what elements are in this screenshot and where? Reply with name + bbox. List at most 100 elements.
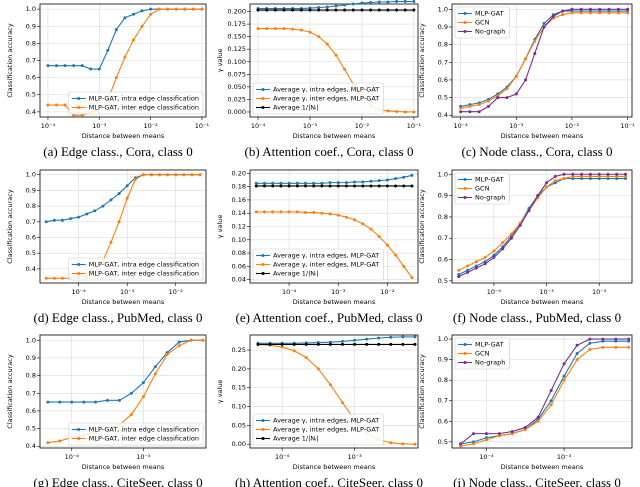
point (562, 362, 566, 366)
point (394, 253, 398, 257)
y-tick-label: 0.6 (438, 256, 448, 264)
point (606, 174, 610, 178)
y-tick-label: 0.8 (438, 213, 448, 221)
point (484, 436, 488, 440)
point (459, 106, 463, 110)
legend: MLP-GAT, intra edge classificationMLP-GA… (68, 422, 204, 446)
point (580, 172, 584, 176)
point (344, 215, 348, 219)
point (109, 198, 113, 202)
point (158, 173, 162, 177)
point (533, 51, 537, 55)
point (351, 8, 355, 12)
point (279, 210, 283, 214)
point (457, 268, 461, 272)
y-tick-label: 0.100 (227, 58, 246, 66)
point (466, 268, 470, 272)
point (282, 27, 286, 31)
y-tick-label: 0.125 (227, 45, 246, 53)
legend-marker (77, 97, 81, 100)
legend: MLP-GAT, intra edge classificationMLP-GA… (68, 257, 204, 281)
x-tick-label: 10⁻³ (120, 288, 135, 296)
point (325, 5, 329, 9)
point (303, 211, 307, 215)
point (125, 184, 129, 188)
point (280, 342, 284, 346)
point (117, 398, 121, 402)
point (580, 174, 584, 178)
point (80, 64, 84, 68)
x-tick-label: 10⁻² (592, 288, 607, 296)
point (579, 11, 583, 15)
point (361, 222, 365, 226)
point (386, 109, 390, 113)
x-tick-label: 10⁻³ (92, 122, 107, 130)
plot-frame (39, 3, 207, 118)
point (518, 223, 522, 227)
y-tick-label: 0.8 (26, 202, 36, 210)
point (341, 342, 345, 346)
plot-frame (249, 334, 419, 449)
legend-box (454, 172, 510, 205)
y-tick-label: 0.9 (26, 186, 36, 194)
y-tick-label: 0.25 (232, 346, 246, 354)
point (588, 172, 592, 176)
point (316, 367, 320, 371)
point (510, 430, 514, 434)
x-axis-label: Distance between means (82, 463, 165, 471)
point (312, 184, 316, 188)
point (492, 255, 496, 259)
point (377, 8, 381, 12)
y-tick-label: 0.8 (26, 372, 36, 380)
point (542, 25, 546, 29)
legend-label: No-graph (475, 28, 505, 36)
point (44, 276, 48, 280)
y-axis-label: γ value (216, 215, 224, 239)
point (320, 184, 324, 188)
point (471, 440, 475, 444)
legend-marker (261, 428, 265, 431)
point (312, 211, 316, 215)
y-axis-label: Classification accuracy (418, 23, 426, 98)
panel: 0.000 0.025 0.050 0.075 0.100 0.125 0.150 0.175… (216, 0, 421, 159)
y-axis-label: Classification accuracy (6, 354, 14, 429)
point (601, 337, 605, 341)
y-tick-label: 0.5 (26, 91, 36, 99)
point (273, 27, 277, 31)
legend-marker (463, 352, 467, 355)
point (200, 7, 204, 11)
point (626, 11, 630, 15)
point (597, 177, 601, 181)
point (97, 67, 101, 71)
point (561, 9, 565, 13)
point (614, 339, 618, 343)
point (510, 432, 514, 436)
point (149, 7, 153, 11)
y-tick-label: 0.20 (232, 169, 246, 177)
point (123, 55, 127, 59)
point (190, 173, 194, 177)
series-line (460, 340, 629, 445)
point (369, 0, 373, 4)
point (474, 266, 478, 270)
point (615, 174, 619, 178)
point (308, 8, 312, 12)
point (149, 12, 153, 16)
point (627, 339, 631, 343)
point (377, 342, 381, 346)
point (483, 262, 487, 266)
point (509, 236, 513, 240)
x-tick-label: 10⁻³ (303, 122, 318, 130)
legend-marker (463, 361, 467, 364)
point (52, 276, 56, 280)
y-tick-label: 0.075 (227, 70, 246, 78)
x-tick-label: 10⁻³ (347, 453, 362, 461)
point (320, 211, 324, 215)
point (343, 8, 347, 12)
point (579, 7, 583, 11)
legend-box (454, 337, 510, 370)
point (353, 218, 357, 222)
point (177, 340, 181, 344)
y-tick-label: 0.9 (438, 192, 448, 200)
